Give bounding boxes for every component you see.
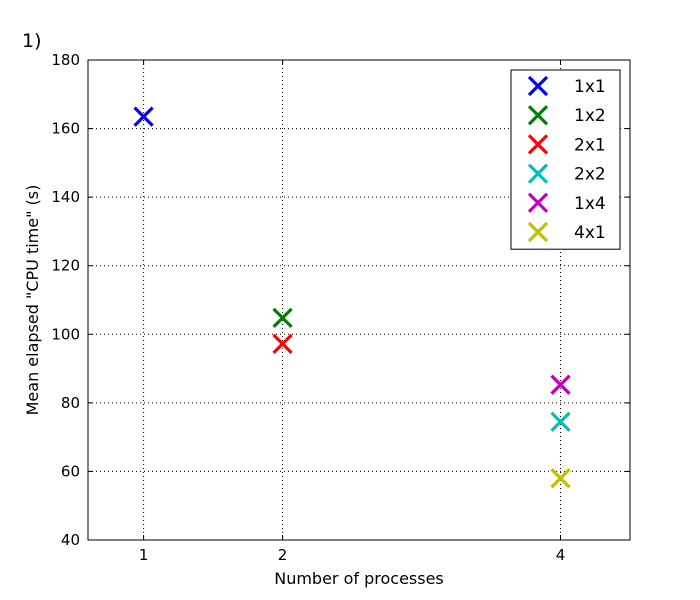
legend-marker — [527, 221, 549, 243]
legend-label: 2x2 — [574, 165, 606, 185]
point-1x1 — [133, 106, 154, 127]
legend-item: 1x4 — [527, 192, 606, 214]
legend-label: 4x1 — [574, 223, 606, 243]
legend-marker — [527, 163, 549, 184]
y-tick-label: 40 — [61, 531, 80, 549]
y-tick-label: 180 — [51, 51, 80, 69]
point-1x4 — [550, 374, 571, 395]
legend-label: 2x1 — [574, 135, 606, 155]
legend-item: 2x1 — [527, 134, 606, 155]
point-1x2 — [272, 307, 293, 328]
x-tick-label: 1 — [139, 546, 149, 564]
legend-item: 1x2 — [527, 105, 606, 126]
x-tick-label: 4 — [556, 546, 566, 564]
point-2x2 — [550, 411, 571, 432]
legend: 1x1 1x2 2x1 2x2 1x4 4x1 — [510, 69, 621, 250]
y-tick-label: 120 — [51, 257, 80, 275]
legend-label: 1x1 — [574, 77, 606, 97]
legend-marker — [527, 75, 549, 97]
axis-ticks: 40 60 80 100 120 140 160 180 1 2 4 — [51, 51, 630, 564]
y-tick-label: 160 — [51, 120, 80, 138]
point-2x1 — [272, 333, 293, 355]
legend-box — [510, 69, 621, 250]
legend-marker — [527, 134, 549, 155]
y-tick-label: 140 — [51, 188, 80, 206]
legend-item: 1x1 — [527, 75, 606, 97]
legend-item: 4x1 — [527, 221, 606, 243]
legend-label: 1x4 — [574, 194, 606, 214]
data-points — [133, 106, 571, 489]
y-axis-label: Mean elapsed "CPU time" (s) — [23, 185, 42, 416]
legend-marker — [527, 105, 549, 126]
point-4x1 — [550, 468, 571, 489]
x-tick-label: 2 — [278, 546, 288, 564]
plot-frame — [87, 59, 631, 541]
legend-item: 2x2 — [527, 163, 606, 185]
legend-marker — [527, 192, 549, 213]
y-tick-label: 60 — [61, 462, 80, 480]
legend-label: 1x2 — [574, 106, 606, 126]
x-axis-label: Number of processes — [274, 569, 444, 588]
y-tick-label: 100 — [51, 325, 80, 343]
panel-label: 1) — [22, 30, 42, 52]
y-tick-label: 80 — [61, 394, 80, 412]
